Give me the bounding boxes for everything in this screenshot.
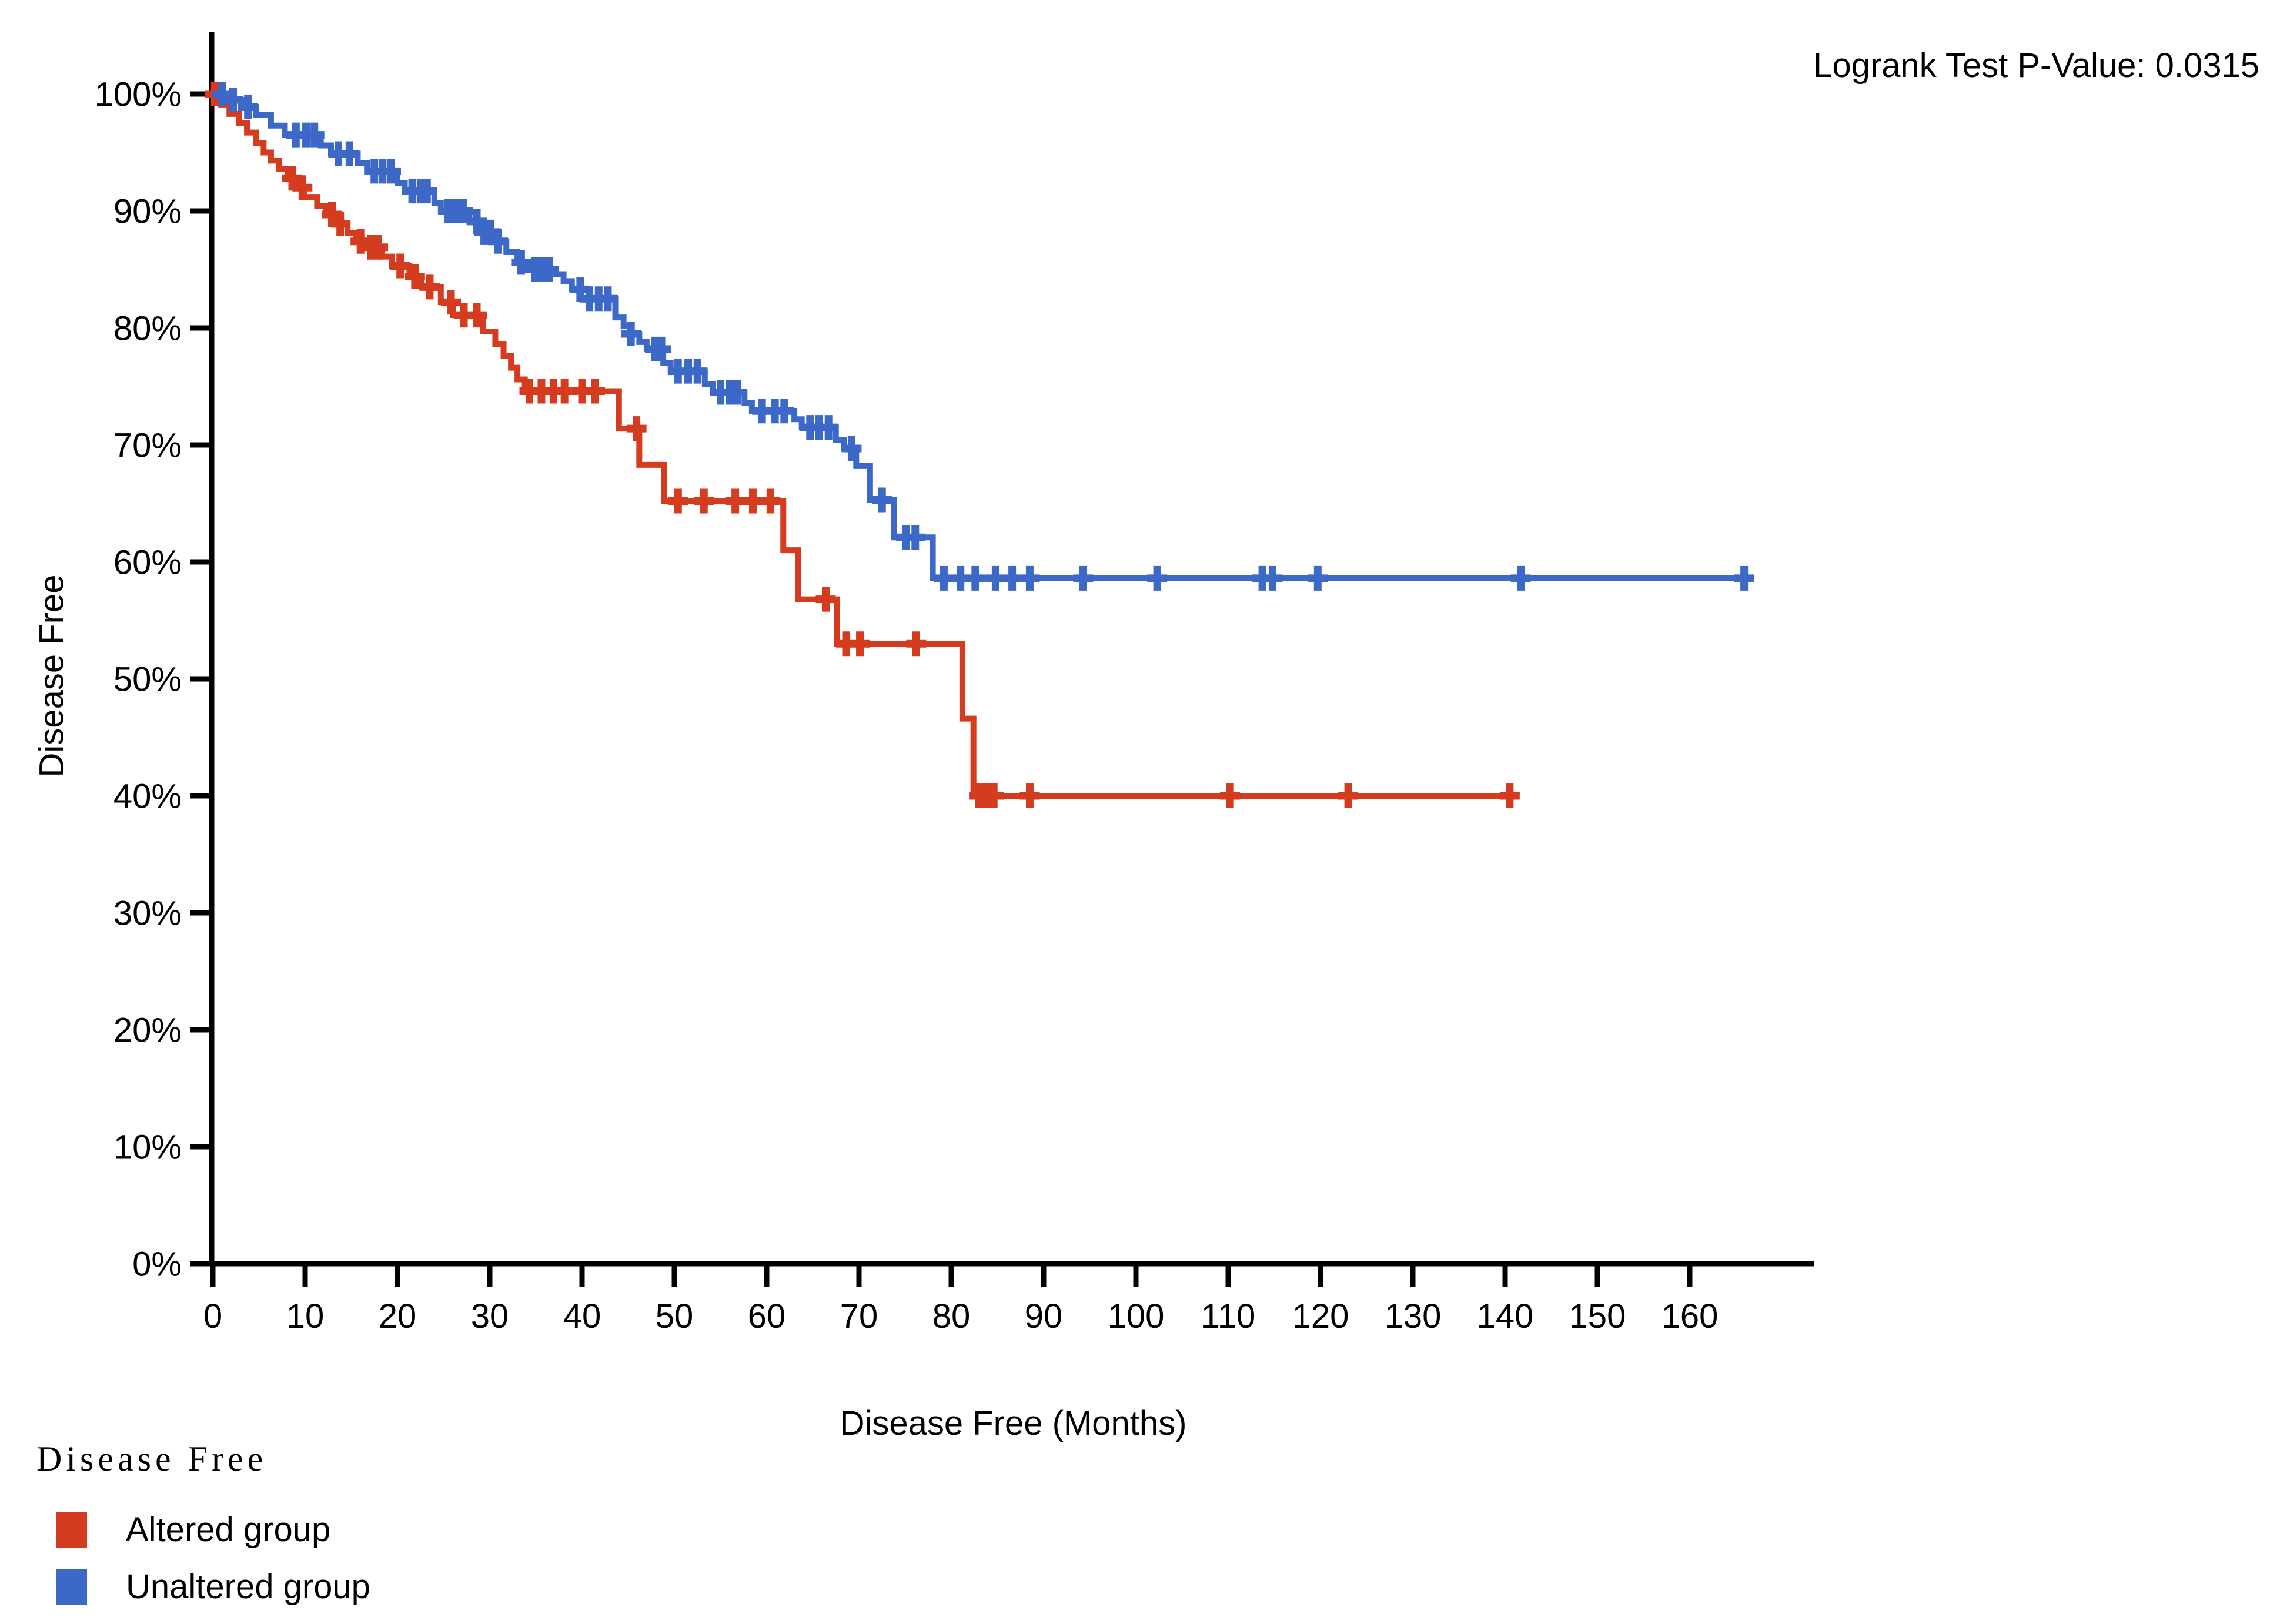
y-axis-title: Disease Free [32, 574, 71, 778]
x-tick-label: 80 [932, 1297, 971, 1335]
x-tick-label: 40 [563, 1297, 601, 1335]
y-tick-label: 70% [113, 426, 182, 464]
y-tick-label: 10% [113, 1128, 182, 1166]
legend-item-unaltered: Unaltered group [36, 1567, 370, 1606]
x-tick-label: 20 [379, 1297, 417, 1335]
x-tick-label: 130 [1385, 1297, 1442, 1335]
x-tick-label: 10 [286, 1297, 325, 1335]
legend-item-label: Unaltered group [126, 1568, 370, 1606]
altered-group-swatch-icon [56, 1511, 87, 1548]
x-tick-label: 140 [1477, 1297, 1534, 1335]
x-tick-label: 150 [1569, 1297, 1626, 1335]
unaltered-group-censor-marks [212, 82, 1754, 591]
x-tick-label: 100 [1108, 1297, 1165, 1335]
x-tick-label: 110 [1201, 1297, 1255, 1335]
y-tick-label: 80% [113, 309, 182, 347]
y-tick-label: 40% [113, 777, 182, 815]
unaltered-group-curve [213, 91, 1749, 581]
legend-item-altered: Altered group [36, 1510, 370, 1549]
unaltered-group-swatch-icon [56, 1568, 87, 1605]
x-tick-label: 50 [656, 1297, 694, 1335]
x-tick-label: 120 [1292, 1297, 1349, 1335]
x-tick-label: 0 [203, 1297, 222, 1335]
x-tick-label: 90 [1025, 1297, 1063, 1335]
y-tick-label: 100% [95, 75, 182, 113]
x-tick-label: 70 [840, 1297, 878, 1335]
y-tick-label: 20% [113, 1011, 182, 1049]
altered-group-curve [213, 91, 1517, 799]
x-tick-label: 30 [471, 1297, 509, 1335]
y-tick-label: 90% [113, 192, 182, 230]
y-tick-label: 60% [113, 543, 182, 581]
logrank-pvalue-label: Logrank Test P-Value: 0.0315 [1813, 46, 2259, 85]
x-tick-label: 60 [748, 1297, 786, 1335]
legend-item-label: Altered group [126, 1511, 331, 1549]
y-tick-label: 0% [132, 1245, 182, 1283]
y-tick-label: 30% [113, 894, 182, 932]
x-axis-title: Disease Free (Months) [840, 1404, 1187, 1442]
legend-title: Disease Free [36, 1439, 268, 1478]
x-tick-label: 160 [1661, 1297, 1719, 1335]
legend: Disease Free Altered group Unaltered gro… [36, 1439, 370, 1624]
y-tick-label: 50% [113, 660, 182, 698]
